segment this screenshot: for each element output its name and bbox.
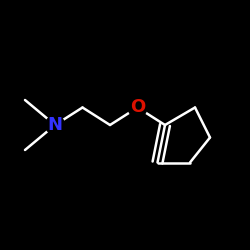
Text: O: O <box>130 98 145 116</box>
Circle shape <box>128 98 147 117</box>
Circle shape <box>46 116 64 134</box>
Text: N: N <box>48 116 62 134</box>
